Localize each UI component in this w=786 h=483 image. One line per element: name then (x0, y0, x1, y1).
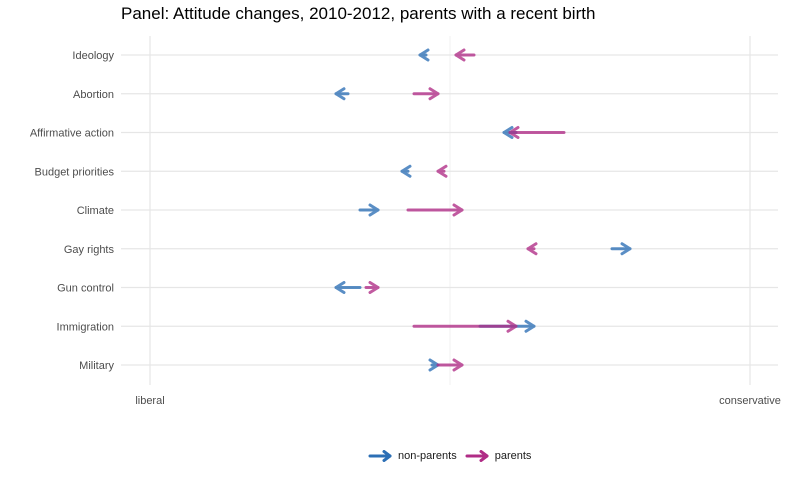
legend: non-parents parents (368, 450, 531, 462)
arrow-parents-gay-rights (526, 242, 538, 256)
x-axis-labels: liberal conservative (135, 395, 781, 407)
arrow-parents-ideology (454, 48, 476, 62)
category-label: Ideology (72, 50, 114, 62)
category-label: Military (79, 360, 114, 372)
arrow-non-parents-climate (358, 203, 380, 217)
x-tick-label: liberal (135, 395, 164, 407)
arrow-non-parents-gay-rights (610, 242, 632, 256)
arrow-parents-immigration (412, 319, 518, 333)
arrow-parents-military (436, 358, 464, 372)
arrow-parents-climate (406, 203, 464, 217)
category-label: Immigration (57, 321, 114, 333)
category-label: Budget priorities (35, 166, 115, 178)
arrow-non-parents-ideology (418, 48, 430, 62)
arrow-non-parents-abortion (334, 87, 350, 101)
arrow-parents-budget-priorities (436, 164, 448, 178)
x-tick-label: conservative (719, 395, 781, 407)
arrow-non-parents-budget-priorities (400, 164, 412, 178)
legend-item-parents: parents (465, 450, 532, 462)
arrow-parents-abortion (412, 87, 440, 101)
legend-item-non-parents: non-parents (368, 450, 457, 462)
category-label: Gun control (57, 283, 114, 295)
arrow-parents-gun-control (364, 281, 380, 294)
arrow-non-parents-gun-control (334, 281, 362, 294)
legend-arrow-icon-non-parents (368, 450, 394, 462)
legend-label-parents: parents (494, 450, 532, 462)
legend-label-non-parents: non-parents (398, 450, 457, 462)
category-label: Climate (77, 205, 114, 217)
arrow-parents-affirmative-action (508, 126, 566, 139)
category-label: Abortion (73, 89, 114, 101)
legend-arrow-icon-parents (465, 450, 491, 462)
category-labels: Ideology Abortion Affirmative action Budget… (30, 50, 115, 372)
grid-layer (121, 36, 778, 385)
chart-title: Panel: Attitude changes, 2010-2012, pare… (121, 4, 596, 23)
category-label: Gay rights (64, 244, 115, 256)
arrow-layer (334, 48, 632, 372)
category-label: Affirmative action (30, 128, 114, 140)
